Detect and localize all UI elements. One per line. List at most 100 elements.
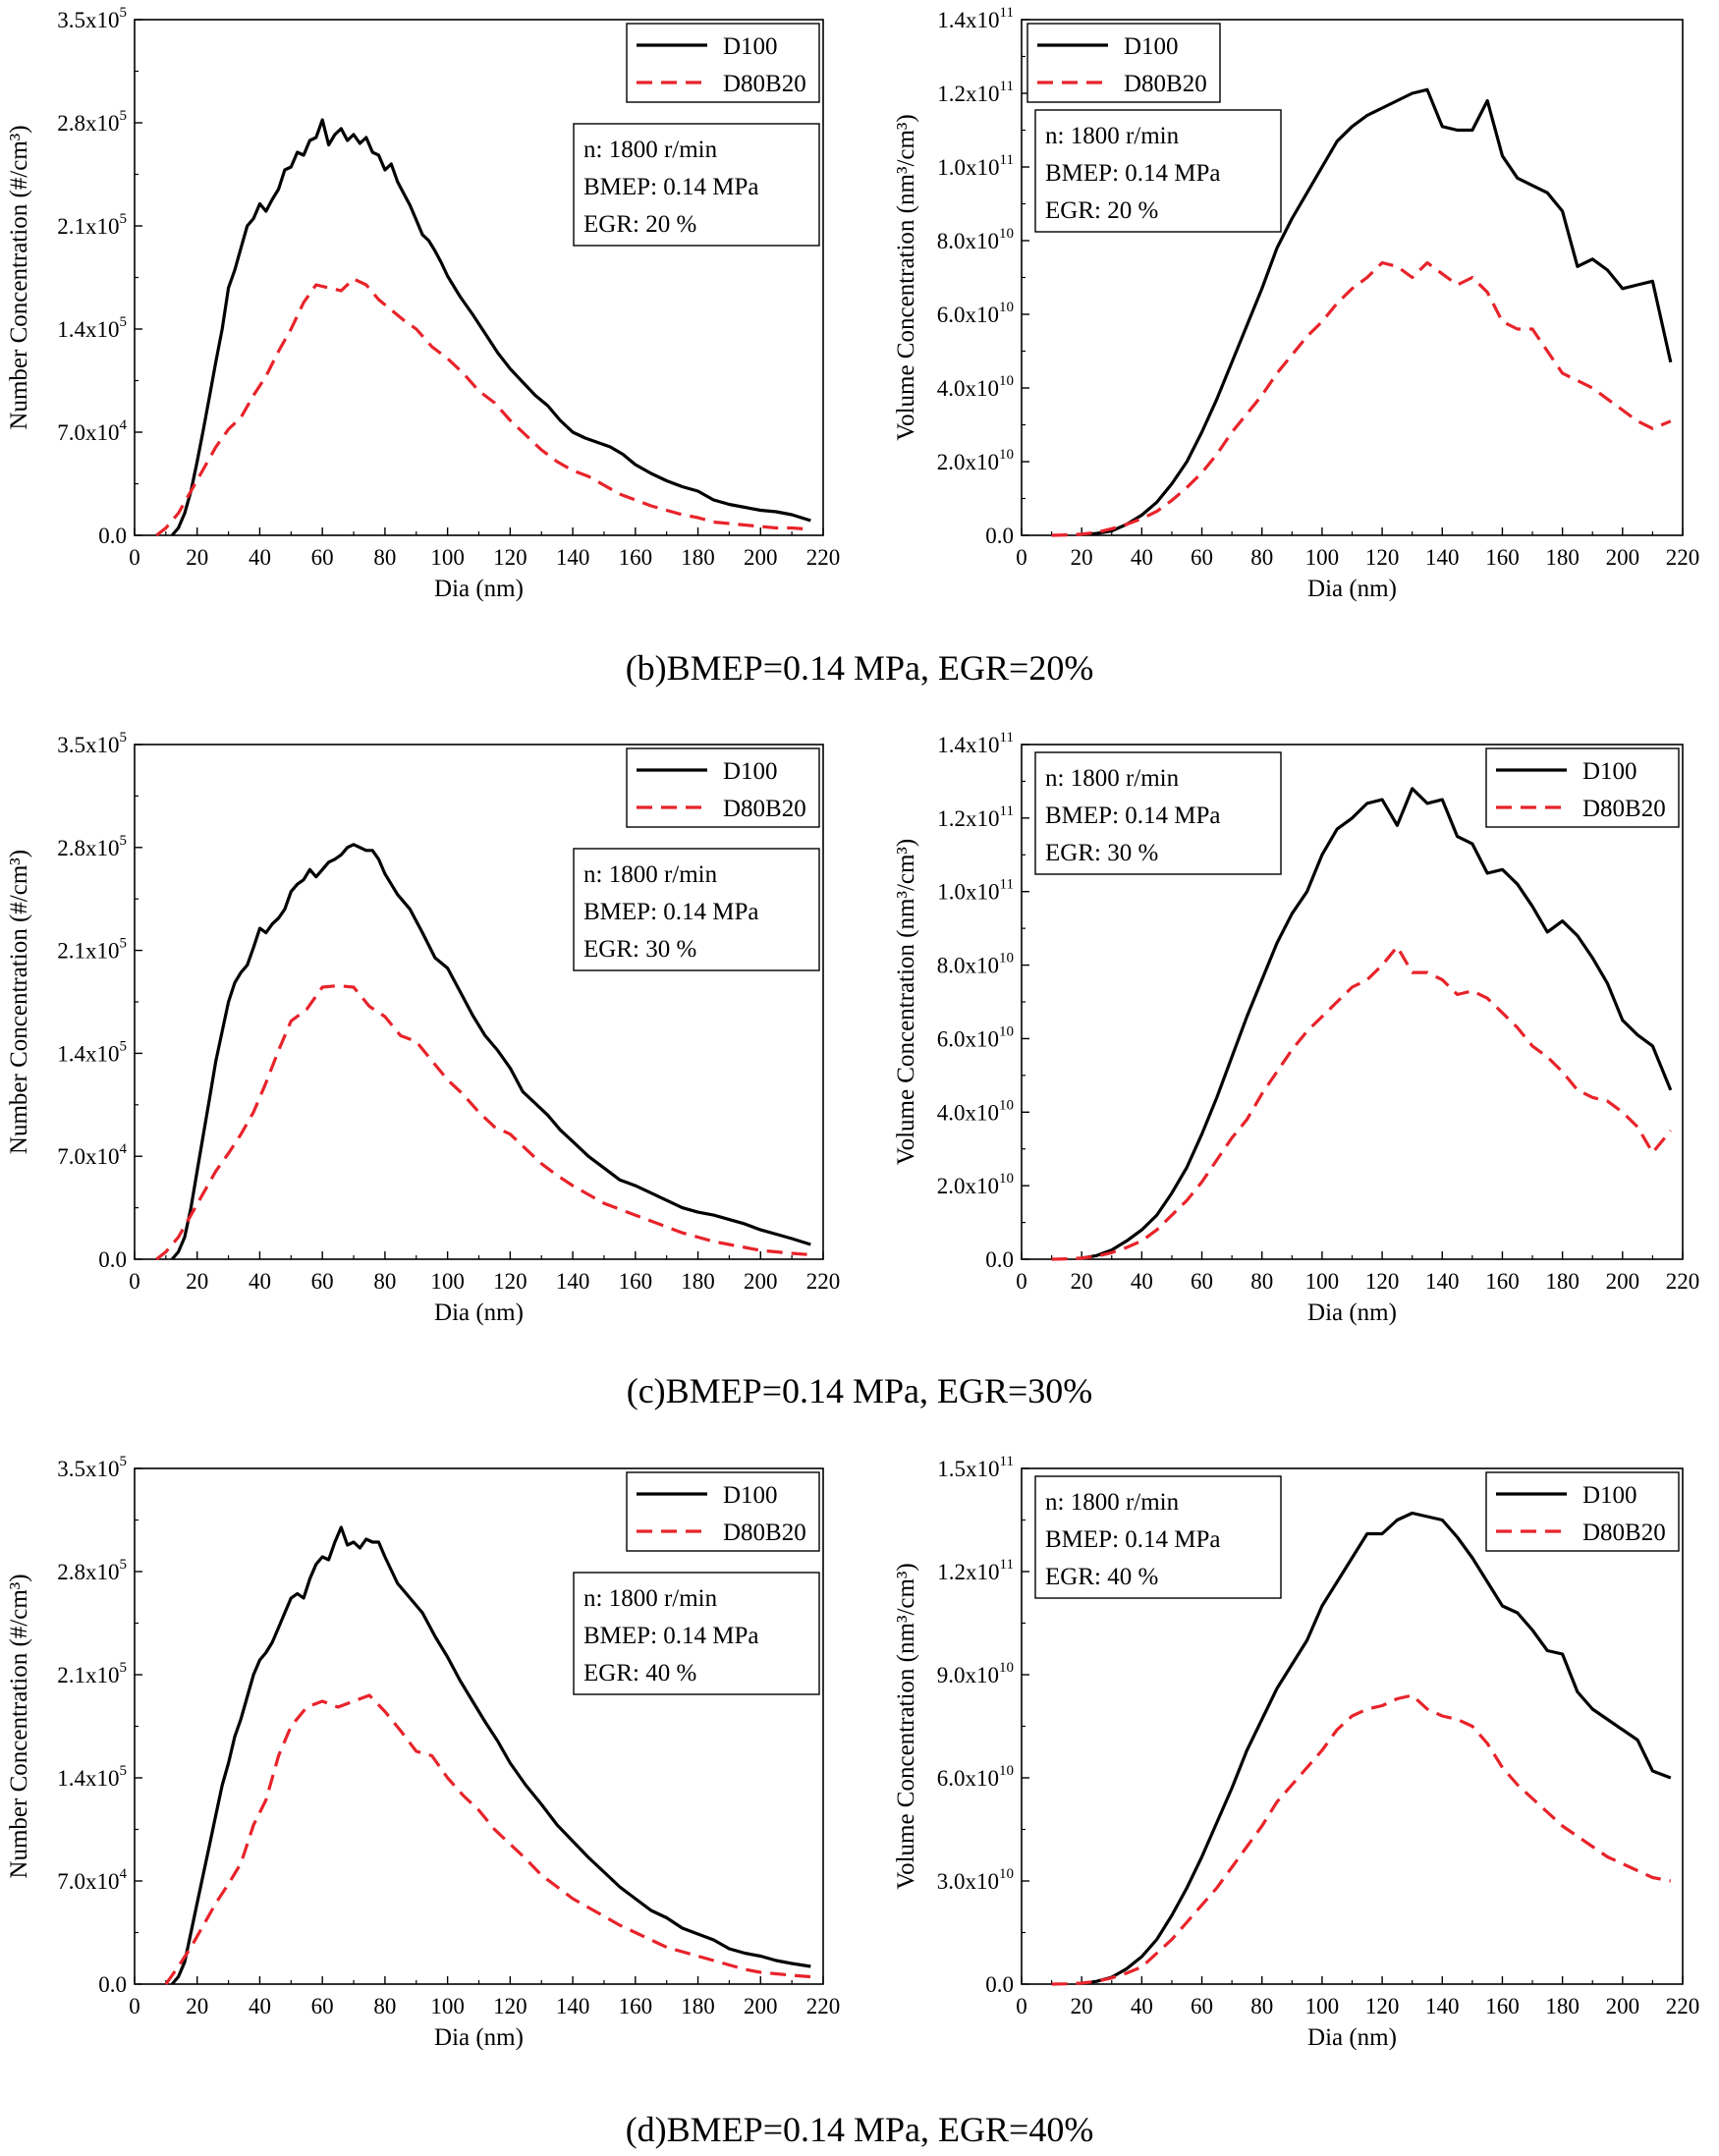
legend-label-D100: D100 [1124, 33, 1179, 60]
x-tick-label: 60 [311, 1269, 334, 1294]
series-line-D100 [1081, 87, 1673, 536]
y-axis-label: Number Concentration (#/cm³) [6, 125, 32, 429]
y-tick-label: 0.0 [985, 1247, 1014, 1272]
x-tick-label: 140 [556, 1994, 590, 2018]
info-line: EGR: 20 % [1045, 197, 1158, 224]
x-tick-label: 100 [1305, 545, 1340, 570]
series-line-D80B20 [1051, 945, 1673, 1261]
x-tick-label: 200 [1606, 1269, 1640, 1294]
x-axis-label: Dia (nm) [1307, 1299, 1397, 1326]
y-tick-label: 7.0x104 [57, 417, 127, 445]
legend-label-D100: D100 [1582, 1482, 1637, 1509]
info-line: BMEP: 0.14 MPa [1045, 160, 1221, 187]
legend: D100 D80B20 [1026, 23, 1221, 103]
series-line-D100 [1081, 1511, 1672, 1985]
x-tick-label: 220 [806, 545, 841, 570]
series-line-D100 [1081, 787, 1673, 1260]
x-tick-label: 140 [1425, 545, 1460, 570]
info-box: n: 1800 r/min BMEP: 0.14 MPa EGR: 40 % [1034, 1475, 1282, 1599]
legend-label-D100: D100 [723, 758, 778, 785]
chart-c-volume: 0 20 40 60 80 100 120 140 160 180 200 220 0.0 2.0x101… [893, 730, 1699, 1326]
info-line: EGR: 30 % [1045, 840, 1158, 866]
legend: D100 D80B20 [1485, 747, 1680, 828]
info-line: n: 1800 r/min [583, 861, 718, 888]
legend-label-D100: D100 [1582, 758, 1637, 785]
x-axis-label: Dia (nm) [1307, 576, 1397, 602]
info-line: n: 1800 r/min [1045, 1489, 1180, 1516]
x-tick-label: 20 [1071, 1994, 1093, 2018]
x-tick-label: 100 [430, 1994, 465, 2018]
x-axis-label: Dia (nm) [434, 576, 524, 602]
info-box: n: 1800 r/min BMEP: 0.14 MPa EGR: 20 % [1034, 109, 1282, 233]
info-line: BMEP: 0.14 MPa [583, 1623, 759, 1649]
y-tick-label: 2.8x105 [57, 1557, 127, 1584]
x-tick-label: 160 [619, 1269, 653, 1294]
chart-c-number: 0 20 40 60 80 100 120 140 160 180 200 220 0.0 7.0x104… [6, 730, 840, 1326]
x-tick-label: 120 [493, 1994, 527, 2018]
x-tick-label: 100 [430, 545, 465, 570]
x-tick-label: 60 [1191, 1994, 1213, 2018]
info-box: n: 1800 r/min BMEP: 0.14 MPa EGR: 40 % [573, 1572, 820, 1695]
caption-c: (c)BMEP=0.14 MPa, EGR=30% [626, 1371, 1093, 1410]
x-tick-label: 200 [1606, 1994, 1640, 2018]
y-tick-label: 1.2x1011 [937, 1557, 1014, 1584]
y-axis-label: Volume Concentration (nm³/cm³) [893, 1563, 919, 1890]
x-tick-label: 80 [1250, 1269, 1273, 1294]
legend-label-D80B20: D80B20 [1582, 796, 1666, 822]
x-tick-label: 0 [1016, 1994, 1027, 2018]
series-line-D80B20 [1051, 1693, 1672, 1986]
x-tick-label: 100 [1305, 1994, 1340, 2018]
x-tick-label: 160 [619, 545, 653, 570]
y-tick-label: 4.0x1010 [937, 1097, 1014, 1125]
y-tick-label: 2.8x105 [57, 108, 127, 136]
x-tick-label: 40 [249, 1994, 271, 2018]
x-tick-label: 140 [1425, 1994, 1460, 2018]
x-tick-label: 20 [1071, 1269, 1093, 1294]
info-line: BMEP: 0.14 MPa [583, 899, 759, 925]
series-line-D100 [170, 1525, 811, 1986]
legend: D100 D80B20 [626, 1471, 820, 1552]
y-tick-label: 2.0x1010 [937, 447, 1014, 474]
info-line: BMEP: 0.14 MPa [583, 174, 759, 200]
x-tick-label: 0 [129, 1994, 140, 2018]
y-tick-label: 7.0x104 [57, 1866, 127, 1894]
x-tick-label: 40 [1131, 1269, 1153, 1294]
info-box-frame [1034, 1475, 1282, 1599]
legend-label-D80B20: D80B20 [723, 71, 806, 97]
x-tick-label: 0 [1016, 545, 1027, 570]
y-tick-label: 4.0x1010 [937, 373, 1014, 401]
info-box: n: 1800 r/min BMEP: 0.14 MPa EGR: 30 % [573, 848, 820, 971]
x-axis-label: Dia (nm) [434, 1299, 524, 1326]
y-tick-label: 2.1x105 [57, 211, 127, 239]
info-box-frame [573, 1572, 820, 1695]
y-tick-label: 1.4x1011 [937, 730, 1014, 757]
x-tick-label: 40 [249, 545, 271, 570]
legend-label-D80B20: D80B20 [723, 796, 806, 822]
legend-label-D80B20: D80B20 [1124, 71, 1207, 97]
x-tick-label: 80 [373, 1269, 396, 1294]
chart-b-number: 0 20 40 60 80 100 120 140 160 180 200 220 0.0 7.0x104… [6, 5, 840, 602]
y-tick-label: 7.0x104 [57, 1141, 127, 1169]
series-line-D80B20 [155, 983, 811, 1261]
x-tick-label: 20 [186, 1269, 208, 1294]
info-line: n: 1800 r/min [583, 137, 718, 163]
info-line: EGR: 20 % [583, 211, 696, 238]
y-tick-label: 2.0x1010 [937, 1171, 1014, 1198]
x-tick-label: 120 [1365, 1269, 1400, 1294]
legend-label-D80B20: D80B20 [723, 1520, 806, 1546]
x-tick-label: 220 [1666, 1269, 1700, 1294]
x-tick-label: 200 [744, 545, 778, 570]
legend: D100 D80B20 [626, 23, 820, 103]
y-tick-label: 3.5x105 [57, 5, 127, 32]
y-tick-label: 1.5x1011 [937, 1454, 1014, 1481]
info-line: n: 1800 r/min [1045, 123, 1180, 149]
x-tick-label: 160 [619, 1994, 653, 2018]
chart-d-volume: 0 20 40 60 80 100 120 140 160 180 200 220 0.0 3.0x101… [893, 1454, 1699, 2051]
y-tick-label: 1.0x1011 [937, 877, 1014, 905]
x-tick-label: 120 [493, 1269, 527, 1294]
info-line: BMEP: 0.14 MPa [1045, 802, 1221, 829]
y-tick-label: 2.1x105 [57, 1660, 127, 1687]
x-tick-label: 40 [1131, 1994, 1153, 2018]
x-tick-label: 20 [186, 545, 208, 570]
info-box-frame [573, 848, 820, 971]
